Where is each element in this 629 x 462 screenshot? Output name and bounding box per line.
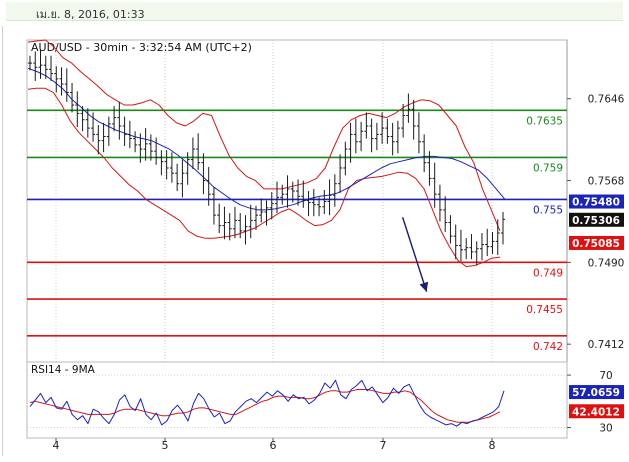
y-tick-label: 0.7490 xyxy=(588,257,625,269)
rsi-tag-label: 57.0659 xyxy=(572,387,620,399)
price-tag-bg xyxy=(569,235,624,250)
x-tick-label: 4 xyxy=(53,439,60,452)
left-edge-rule xyxy=(2,26,3,456)
trend-arrow-head xyxy=(419,281,429,292)
date-bar-background: เม.ย. 8, 2016, 01:33 xyxy=(6,2,623,21)
rsi-y-tick-label: 30 xyxy=(599,423,612,435)
rsi-tag-bg xyxy=(569,385,624,400)
rsi-y-tick-label: 70 xyxy=(599,370,612,382)
rsi-tag-label: 42.4012 xyxy=(572,406,620,418)
level-label: 0.749 xyxy=(533,267,563,279)
chart-date: เม.ย. 8, 2016, 01:33 xyxy=(36,8,145,21)
level-label: 0.7455 xyxy=(526,304,563,316)
y-tick-label: 0.7412 xyxy=(588,339,625,351)
price-tag-label: 0.75306 xyxy=(572,215,620,227)
price-tag-label: 0.75085 xyxy=(572,238,620,250)
price-panel: AUD/USD - 30min - 3:32:54 AM (UTC+2) 0.76… xyxy=(26,39,625,438)
y-tick-label: 0.7568 xyxy=(588,176,625,188)
price-tag-bg xyxy=(569,194,624,209)
y-tick-label: 0.7646 xyxy=(588,94,625,106)
rsi-panel: 4 5 6 7 8 RSI14 - 9MA 70 30 57.0659 42.4012 xyxy=(26,361,624,452)
x-tick-label: 7 xyxy=(380,439,387,452)
rsi-line xyxy=(29,379,505,427)
price-tag-label: 0.75480 xyxy=(572,197,620,209)
rsi-tag-bg xyxy=(569,404,624,419)
rsi-ma-line xyxy=(29,389,501,423)
x-tick-label: 8 xyxy=(489,439,496,452)
x-tick-label: 6 xyxy=(270,439,277,452)
price-plot-frame xyxy=(26,39,568,363)
level-label: 0.759 xyxy=(533,162,563,174)
level-label: 0.742 xyxy=(533,341,563,353)
trend-arrow-shaft xyxy=(401,217,428,292)
x-tick-label: 5 xyxy=(162,439,169,452)
price-chart-title: AUD/USD - 30min - 3:32:54 AM (UTC+2) xyxy=(31,41,252,54)
bollinger-lower-band xyxy=(27,87,501,268)
rsi-chart-title: RSI14 - 9MA xyxy=(31,364,96,376)
price-tag-bg xyxy=(569,212,624,227)
bollinger-upper-band xyxy=(27,39,501,232)
level-label: 0.755 xyxy=(533,204,563,216)
top-date-bar: เม.ย. 8, 2016, 01:33 xyxy=(0,0,629,22)
level-label: 0.7635 xyxy=(526,115,563,127)
rsi-plot-frame xyxy=(26,361,568,439)
